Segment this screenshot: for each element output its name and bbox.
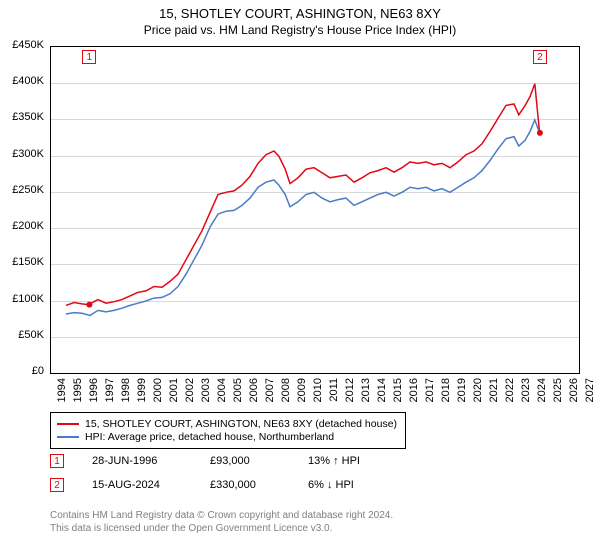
legend-item: 15, SHOTLEY COURT, ASHINGTON, NE63 8XY (… <box>57 418 397 430</box>
data-point-price: £93,000 <box>210 455 280 467</box>
legend-swatch <box>57 436 79 438</box>
footer-line: This data is licensed under the Open Gov… <box>50 523 393 536</box>
x-axis-label: 1995 <box>72 378 84 408</box>
x-axis-label: 2026 <box>568 378 580 408</box>
x-axis-label: 1996 <box>88 378 100 408</box>
chart-marker: 2 <box>533 50 547 64</box>
x-axis-label: 2016 <box>408 378 420 408</box>
x-axis-label: 2015 <box>392 378 404 408</box>
data-point-row: 1 28-JUN-1996 £93,000 13% ↑ HPI <box>50 454 398 468</box>
chart-marker: 1 <box>82 50 96 64</box>
x-axis-label: 1994 <box>56 378 68 408</box>
y-axis-label: £400K <box>0 75 44 87</box>
y-axis-label: £100K <box>0 293 44 305</box>
x-axis-label: 2001 <box>168 378 180 408</box>
legend-label: 15, SHOTLEY COURT, ASHINGTON, NE63 8XY (… <box>85 418 397 430</box>
series-line <box>66 120 540 316</box>
x-axis-label: 2020 <box>472 378 484 408</box>
x-axis-label: 1997 <box>104 378 116 408</box>
x-axis-label: 2006 <box>248 378 260 408</box>
data-point-pct: 13% ↑ HPI <box>308 455 398 467</box>
x-axis-label: 2017 <box>424 378 436 408</box>
y-axis-label: £450K <box>0 39 44 51</box>
x-axis-label: 2003 <box>200 378 212 408</box>
x-axis-label: 2002 <box>184 378 196 408</box>
data-point-date: 15-AUG-2024 <box>92 479 182 491</box>
x-axis-label: 1999 <box>136 378 148 408</box>
x-axis-label: 2021 <box>488 378 500 408</box>
x-axis-label: 2007 <box>264 378 276 408</box>
y-axis-label: £350K <box>0 111 44 123</box>
x-axis-label: 2022 <box>504 378 516 408</box>
x-axis-label: 2008 <box>280 378 292 408</box>
x-axis-label: 2000 <box>152 378 164 408</box>
x-axis-label: 2024 <box>536 378 548 408</box>
data-point-marker: 2 <box>50 478 64 492</box>
x-axis-label: 2018 <box>440 378 452 408</box>
x-axis-label: 2005 <box>232 378 244 408</box>
x-axis-label: 1998 <box>120 378 132 408</box>
x-axis-label: 2013 <box>360 378 372 408</box>
y-axis-label: £250K <box>0 184 44 196</box>
chart-legend: 15, SHOTLEY COURT, ASHINGTON, NE63 8XY (… <box>50 412 406 449</box>
data-point-date: 28-JUN-1996 <box>92 455 182 467</box>
x-axis-label: 2019 <box>456 378 468 408</box>
data-point-dot <box>537 130 543 136</box>
x-axis-label: 2011 <box>328 378 340 408</box>
y-axis-label: £300K <box>0 148 44 160</box>
data-point-price: £330,000 <box>210 479 280 491</box>
x-axis-label: 2027 <box>584 378 596 408</box>
y-axis-label: £50K <box>0 329 44 341</box>
x-axis-label: 2025 <box>552 378 564 408</box>
data-point-marker: 1 <box>50 454 64 468</box>
legend-swatch <box>57 423 79 425</box>
legend-label: HPI: Average price, detached house, Nort… <box>85 431 334 443</box>
legend-item: HPI: Average price, detached house, Nort… <box>57 431 397 443</box>
x-axis-label: 2009 <box>296 378 308 408</box>
y-axis-label: £150K <box>0 256 44 268</box>
data-point-row: 2 15-AUG-2024 £330,000 6% ↓ HPI <box>50 478 398 492</box>
y-axis-label: £0 <box>0 365 44 377</box>
x-axis-label: 2014 <box>376 378 388 408</box>
chart-footer: Contains HM Land Registry data © Crown c… <box>50 510 393 535</box>
series-line <box>66 84 540 306</box>
data-point-dot <box>86 302 92 308</box>
x-axis-label: 2010 <box>312 378 324 408</box>
data-point-pct: 6% ↓ HPI <box>308 479 398 491</box>
x-axis-label: 2004 <box>216 378 228 408</box>
x-axis-label: 2023 <box>520 378 532 408</box>
footer-line: Contains HM Land Registry data © Crown c… <box>50 510 393 523</box>
x-axis-label: 2012 <box>344 378 356 408</box>
y-axis-label: £200K <box>0 220 44 232</box>
